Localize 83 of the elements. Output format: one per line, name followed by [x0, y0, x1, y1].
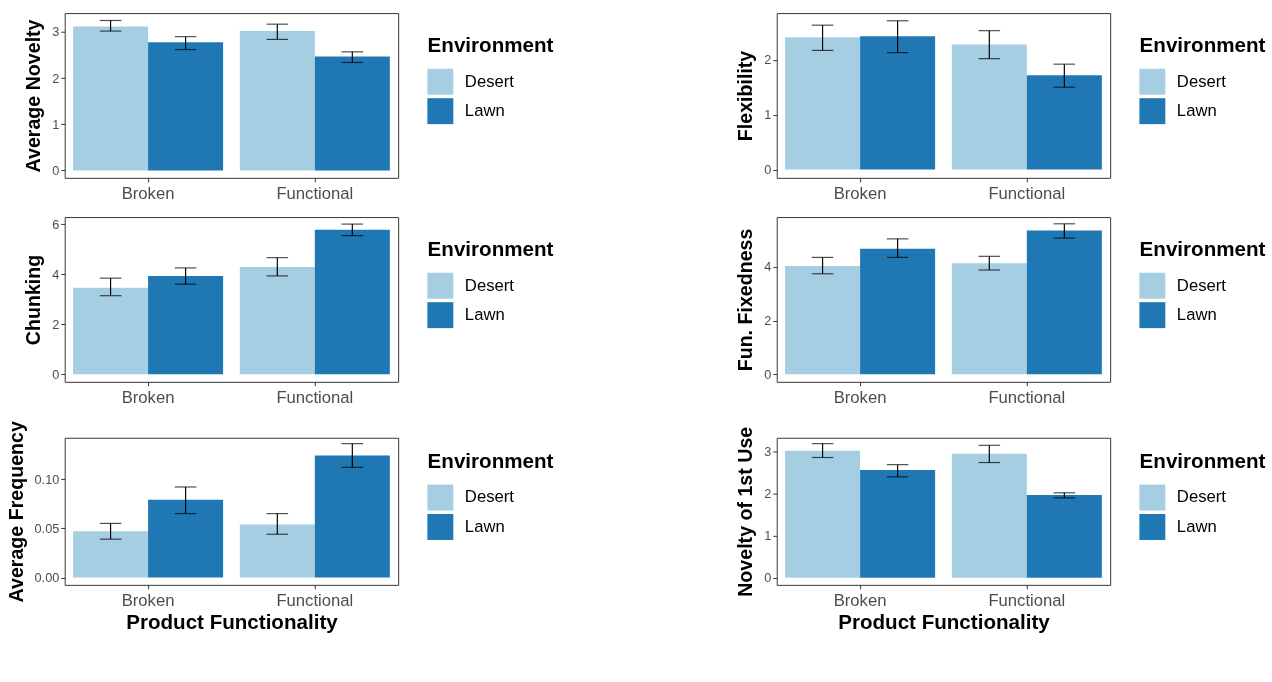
- y-tick-label: 2: [52, 70, 60, 86]
- bar: [148, 499, 224, 578]
- y-axis-title: Average Novelty: [22, 19, 45, 173]
- x-tick-label: Functional: [276, 590, 354, 610]
- x-tick-label: Broken: [121, 387, 175, 407]
- bar: [314, 56, 390, 171]
- y-tick-label: 6: [52, 216, 60, 232]
- legend-label: Lawn: [464, 305, 505, 325]
- x-tick-label: Broken: [833, 387, 887, 407]
- y-tick-label: 0.05: [34, 520, 60, 536]
- legend-label: Desert: [464, 275, 515, 295]
- bar: [73, 531, 149, 578]
- x-tick-label: Functional: [276, 387, 354, 407]
- x-tick-label: Broken: [833, 590, 887, 610]
- y-tick-label: 3: [764, 444, 772, 460]
- y-tick-label: 1: [764, 107, 772, 123]
- legend-label: Desert: [464, 71, 515, 91]
- bar: [314, 455, 390, 578]
- legend-label: Lawn: [1176, 305, 1217, 325]
- bar: [785, 37, 861, 170]
- y-tick-label: 0: [764, 366, 772, 382]
- bar: [785, 450, 861, 578]
- legend-label: Desert: [1176, 71, 1227, 91]
- legend-label: Desert: [1176, 275, 1227, 295]
- bar: [314, 229, 390, 375]
- y-tick-label: 4: [52, 266, 60, 282]
- x-tick-label: Broken: [833, 183, 887, 203]
- bar: [951, 44, 1027, 170]
- y-axis-title: Chunking: [22, 254, 45, 346]
- bar: [73, 287, 149, 375]
- y-tick-label: 1: [764, 528, 772, 544]
- legend-label: Lawn: [1176, 101, 1217, 121]
- x-axis-title: Product Functionality: [838, 610, 1051, 634]
- bar: [860, 36, 936, 170]
- y-tick-label: 0.10: [34, 471, 60, 487]
- legend-label: Desert: [464, 487, 515, 507]
- x-tick-label: Functional: [988, 183, 1066, 203]
- bar: [951, 263, 1027, 375]
- y-tick-label: 2: [764, 312, 772, 328]
- legend-title: Environment: [427, 449, 554, 473]
- y-axis-title: Average Frequency: [4, 421, 27, 603]
- y-axis-title: Novelty of 1st Use: [734, 426, 757, 597]
- legend-label: Lawn: [464, 101, 505, 121]
- y-tick-label: 2: [764, 52, 772, 68]
- x-tick-label: Functional: [988, 387, 1066, 407]
- y-tick-label: 3: [52, 24, 60, 40]
- bar: [239, 524, 315, 578]
- bar: [239, 31, 315, 171]
- y-tick-label: 0: [52, 162, 60, 178]
- y-tick-label: 0: [52, 366, 60, 382]
- bar: [148, 42, 224, 171]
- legend-label: Desert: [1176, 487, 1227, 507]
- legend-title: Environment: [1139, 237, 1266, 261]
- y-tick-label: 4: [764, 259, 772, 275]
- bar: [860, 470, 936, 578]
- y-tick-label: 2: [52, 316, 60, 332]
- legend-label: Lawn: [464, 516, 505, 536]
- legend-title: Environment: [427, 33, 554, 57]
- x-tick-label: Broken: [121, 183, 175, 203]
- bar: [951, 453, 1027, 578]
- x-tick-label: Broken: [121, 590, 175, 610]
- legend-title: Environment: [1139, 449, 1266, 473]
- bar: [1026, 230, 1102, 375]
- y-tick-label: 0.00: [34, 569, 60, 585]
- x-tick-label: Functional: [276, 183, 354, 203]
- y-tick-label: 0: [764, 570, 772, 586]
- bar: [1026, 75, 1102, 170]
- legend-title: Environment: [1139, 33, 1266, 57]
- bar: [860, 248, 936, 375]
- y-axis-title: Fun. Fixedness: [734, 228, 757, 372]
- y-axis-title: Flexibility: [734, 50, 757, 142]
- y-tick-label: 2: [764, 486, 772, 502]
- bar: [239, 266, 315, 375]
- legend-title: Environment: [427, 237, 554, 261]
- bar: [785, 266, 861, 375]
- y-tick-label: 1: [52, 116, 60, 132]
- x-tick-label: Functional: [988, 590, 1066, 610]
- bar: [1026, 494, 1102, 578]
- legend-label: Lawn: [1176, 516, 1217, 536]
- bar: [73, 26, 149, 171]
- bar: [148, 275, 224, 375]
- y-tick-label: 0: [764, 162, 772, 178]
- x-axis-title: Product Functionality: [126, 610, 339, 634]
